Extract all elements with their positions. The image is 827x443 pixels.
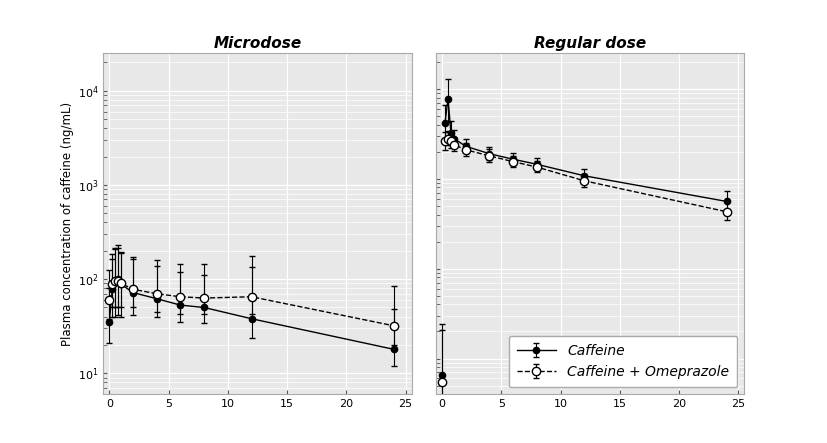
Legend: Caffeine, Caffeine + Omeprazole: Caffeine, Caffeine + Omeprazole [509,336,738,387]
Y-axis label: Plasma concentration of caffeine (ng/mL): Plasma concentration of caffeine (ng/mL) [60,101,74,346]
Title: Microdose: Microdose [213,35,302,51]
Title: Regular dose: Regular dose [534,35,647,51]
